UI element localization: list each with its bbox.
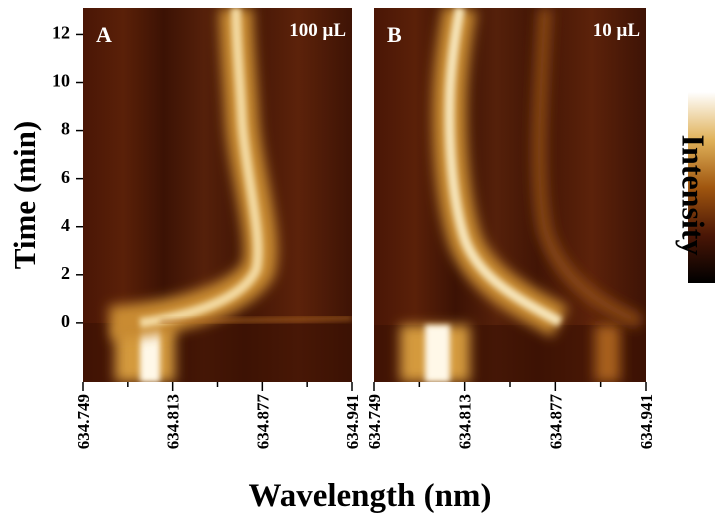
y-tick-label: 12	[52, 23, 70, 43]
x-tick-label: 634.877	[253, 394, 272, 450]
x-tick-label: 634.813	[456, 394, 475, 449]
figure: Intensity Time (min) Wavelength (nm) A 10…	[0, 0, 721, 515]
y-tick-label: 6	[61, 167, 70, 187]
x-axis-title: Wavelength (nm)	[249, 478, 492, 514]
y-tick-label: 8	[61, 119, 70, 139]
x-tick-label: 634.941	[343, 394, 362, 449]
y-tick-label: 2	[61, 263, 70, 283]
x-tick-label: 634.877	[546, 394, 565, 450]
x-tick-label: 634.813	[164, 394, 183, 449]
panel-annotation: 100 μL	[289, 20, 346, 41]
y-tick-label: 0	[61, 311, 70, 331]
panel-label: B	[387, 22, 402, 47]
x-tick-label: 634.941	[637, 394, 656, 449]
panel-a-image	[83, 8, 352, 382]
x-tick-label: 634.749	[74, 394, 93, 449]
y-tick-label: 4	[61, 215, 70, 235]
x-tick-label: 634.749	[365, 394, 384, 449]
panel-label: A	[96, 22, 112, 47]
colorbar-label: Intensity	[676, 135, 712, 256]
panel-b-image	[374, 8, 646, 382]
y-tick-label: 10	[52, 71, 70, 91]
panel-annotation: 10 μL	[593, 20, 640, 41]
y-axis-title: Time (min)	[7, 121, 42, 269]
